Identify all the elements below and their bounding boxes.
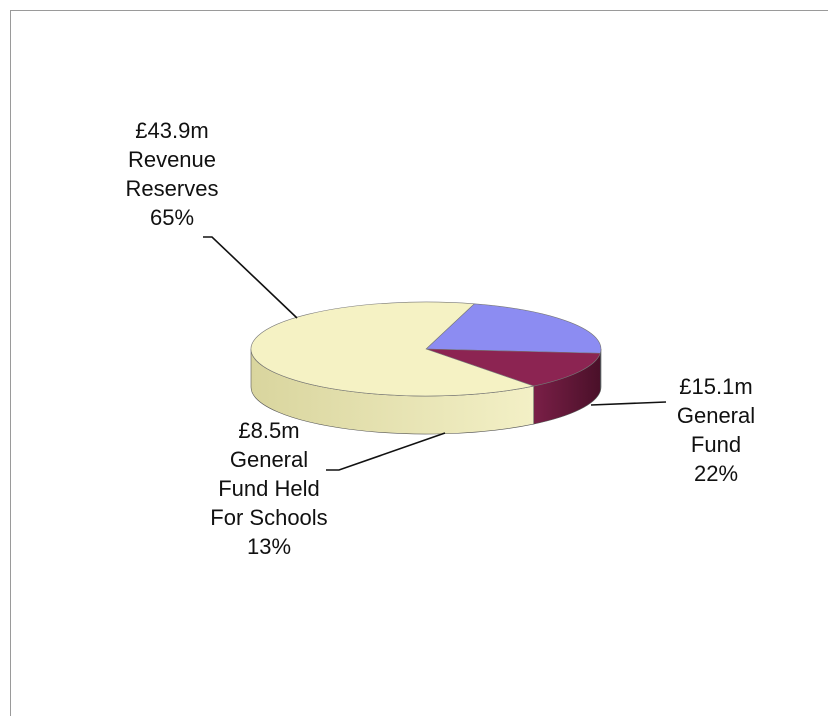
- pie-slice-2: [250, 301, 535, 397]
- data-label-0-line-2: Fund: [691, 432, 741, 457]
- leader-lines: [203, 236, 667, 471]
- leader-line-1: [326, 432, 446, 471]
- pie-slice-1: [425, 348, 601, 387]
- pie-tops: [250, 301, 602, 397]
- data-label-2-line-2: Reserves: [126, 176, 219, 201]
- data-label-0-line-3: 22%: [694, 461, 738, 486]
- data-label-2-line-3: 65%: [150, 205, 194, 230]
- data-label-1-line-1: General: [230, 447, 308, 472]
- data-label-2-line-0: £43.9m: [135, 118, 208, 143]
- data-labels: £15.1m General Fund 22% £8.5m General Fund Hel…: [126, 118, 756, 559]
- leader-line-2: [203, 236, 298, 319]
- leader-line-0: [590, 401, 667, 406]
- data-label-2: £43.9m Revenue Reserves 65%: [126, 118, 219, 230]
- data-label-1: £8.5m General Fund Held For Schools 13%: [210, 418, 327, 559]
- chart-frame: [10, 10, 828, 716]
- data-label-1-line-3: For Schools: [210, 505, 327, 530]
- data-label-0: £15.1m General Fund 22%: [677, 374, 755, 486]
- data-label-1-line-0: £8.5m: [238, 418, 299, 443]
- data-label-0-line-0: £15.1m: [679, 374, 752, 399]
- data-label-0-line-1: General: [677, 403, 755, 428]
- data-label-1-line-4: 13%: [247, 534, 291, 559]
- pie-slice-0: [425, 303, 602, 354]
- data-label-1-line-2: Fund Held: [218, 476, 320, 501]
- data-label-2-line-1: Revenue: [128, 147, 216, 172]
